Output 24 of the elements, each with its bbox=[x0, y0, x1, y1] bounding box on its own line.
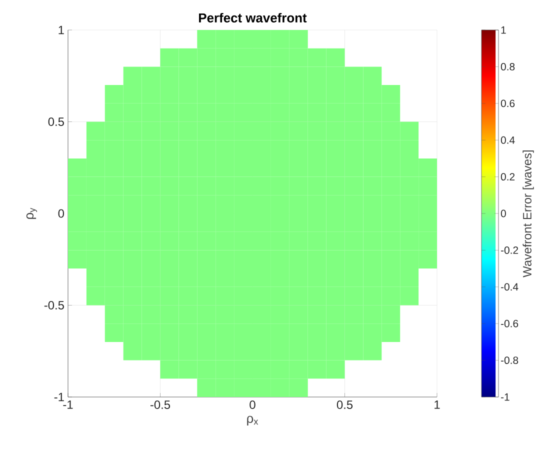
color-bar-label: 0.4 bbox=[500, 136, 515, 144]
chart-title: Perfect wavefront bbox=[199, 12, 307, 22]
color-bar-label: -1 bbox=[501, 393, 510, 401]
y-tick-label: 0.5 bbox=[48, 118, 64, 126]
color-bar-label: 1 bbox=[501, 26, 506, 34]
color-bar-label: 0.6 bbox=[500, 100, 515, 108]
y-tick-label: -0.5 bbox=[44, 301, 64, 310]
x-tick-label: 0 bbox=[250, 400, 256, 409]
color-bar-label: -0.8 bbox=[501, 356, 518, 364]
color-bar-label: 0.2 bbox=[500, 173, 515, 181]
x-tick-label: -0.5 bbox=[150, 400, 170, 409]
y-axis-title: ρ$_{y}$ bbox=[26, 208, 38, 219]
color-bar-label: -0.2 bbox=[501, 246, 518, 254]
color-bar-label: -0.6 bbox=[501, 320, 518, 328]
y-tick-label: -1 bbox=[54, 392, 64, 402]
x-tick-label: 1 bbox=[434, 400, 440, 409]
color-bar-label: 0.8 bbox=[500, 63, 515, 70]
x-tick-label: 0.5 bbox=[336, 400, 353, 409]
y-tick-label: 0 bbox=[58, 209, 64, 218]
color-bar-title: Wavefront Error [waves] bbox=[522, 150, 534, 278]
color-bar-label: 0 bbox=[500, 210, 506, 218]
x-axis-title: ρ$_{x}$ bbox=[247, 416, 258, 426]
y-tick-label: 1 bbox=[58, 26, 64, 34]
color-bar-label: -0.4 bbox=[501, 283, 518, 291]
